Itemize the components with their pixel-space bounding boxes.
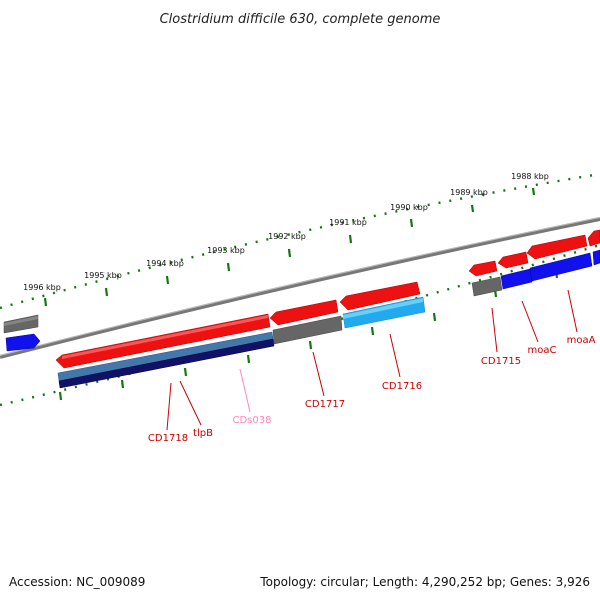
gene-feature-moac-blue[interactable] <box>500 268 533 290</box>
gene-labels: CD1715 moaC moaA CD1716 CD1717 CDs038 tl… <box>148 335 596 444</box>
gene-feature-cd1717[interactable] <box>269 299 339 326</box>
gene-feature-edge-red[interactable] <box>587 229 600 247</box>
inner-tick-7 <box>183 367 188 377</box>
forward-track <box>3 229 600 369</box>
gene-label-tlpb[interactable]: tlpB <box>193 428 213 439</box>
scale-label: 1993 kbp <box>207 246 245 255</box>
gene-feature-edge-blue[interactable] <box>592 249 600 266</box>
genome-backbone <box>0 217 600 359</box>
scale-label: 1992 kbp <box>268 232 306 241</box>
accession-text: Accession: NC_009089 <box>9 575 145 589</box>
gene-label-moaa[interactable]: moaA <box>567 335 596 346</box>
gene-feature-left-gray-shade <box>4 316 38 326</box>
outer-tick-1988 <box>531 187 536 196</box>
gene-feature-moaa[interactable] <box>526 234 588 260</box>
gene-feature-moac[interactable] <box>497 251 529 269</box>
gene-feature-moaa-blue[interactable] <box>529 252 593 282</box>
scale-label: 1989 kbp <box>450 188 488 197</box>
gene-label-cd1717[interactable]: CD1717 <box>305 399 345 410</box>
reverse-track <box>5 249 600 389</box>
label-leader-lines <box>166 289 578 431</box>
inner-tick-9 <box>58 391 63 401</box>
scale-label: 1988 kbp <box>511 172 549 181</box>
gene-feature-left-blue[interactable] <box>5 333 41 352</box>
outer-tick-1989 <box>470 204 475 213</box>
outer-scale-arc <box>0 172 600 310</box>
scale-label: 1994 kbp <box>146 259 184 268</box>
gene-label-cds038[interactable]: CDs038 <box>233 415 272 426</box>
leader-cd1716 <box>389 333 401 378</box>
gene-feature-cd1716[interactable] <box>339 281 421 311</box>
outer-tick-1994 <box>165 275 170 285</box>
leader-moaa <box>567 289 578 333</box>
scale-label: 1990 kbp <box>390 203 428 212</box>
outer-tick-1995 <box>104 287 109 297</box>
leader-tlpb <box>179 380 202 426</box>
inner-tick-3 <box>432 312 437 322</box>
outer-tick-1991 <box>348 234 353 244</box>
outer-tick-1996 <box>43 297 48 307</box>
leader-cd1718 <box>166 382 172 431</box>
inner-major-ticks <box>58 269 559 401</box>
outer-tick-1992 <box>287 248 292 258</box>
gene-feature-cd1718-shade <box>62 315 268 359</box>
topology-text: Topology: circular; Length: 4,290,252 bp… <box>259 575 590 589</box>
leader-cd1717 <box>312 351 325 397</box>
gene-feature-cd1717-gray[interactable] <box>272 315 343 345</box>
outer-tick-1990 <box>409 218 414 228</box>
leader-moac <box>521 300 539 343</box>
scale-label: 1995 kbp <box>84 271 122 280</box>
gene-label-moac[interactable]: moaC <box>528 345 557 356</box>
gene-feature-cds038[interactable] <box>58 338 275 389</box>
scale-label: 1996 kbp <box>23 283 61 292</box>
genome-backbone-highlight <box>0 217 600 356</box>
outer-major-ticks <box>43 187 536 307</box>
scale-labels: 1988 kbp 1989 kbp 1990 kbp 1991 kbp 1992… <box>23 172 549 292</box>
gene-label-cd1718[interactable]: CD1718 <box>148 433 188 444</box>
leader-cd1715 <box>491 307 498 353</box>
gene-label-cd1715[interactable]: CD1715 <box>481 356 521 367</box>
inner-tick-5 <box>308 340 313 350</box>
leader-cds038 <box>239 368 251 413</box>
outer-tick-1993 <box>226 262 231 272</box>
gene-feature-cd1715[interactable] <box>468 260 498 277</box>
gene-feature-cd1716-lightblue-shade <box>343 298 423 319</box>
gene-feature-cd1715-gray[interactable] <box>471 276 503 297</box>
inner-tick-8 <box>120 379 125 389</box>
scale-label: 1991 kbp <box>329 218 367 227</box>
inner-tick-4 <box>370 326 375 336</box>
inner-tick-6 <box>246 354 251 364</box>
gene-label-cd1716[interactable]: CD1716 <box>382 381 422 392</box>
map-title: Clostridium difficile 630, complete geno… <box>160 12 441 27</box>
